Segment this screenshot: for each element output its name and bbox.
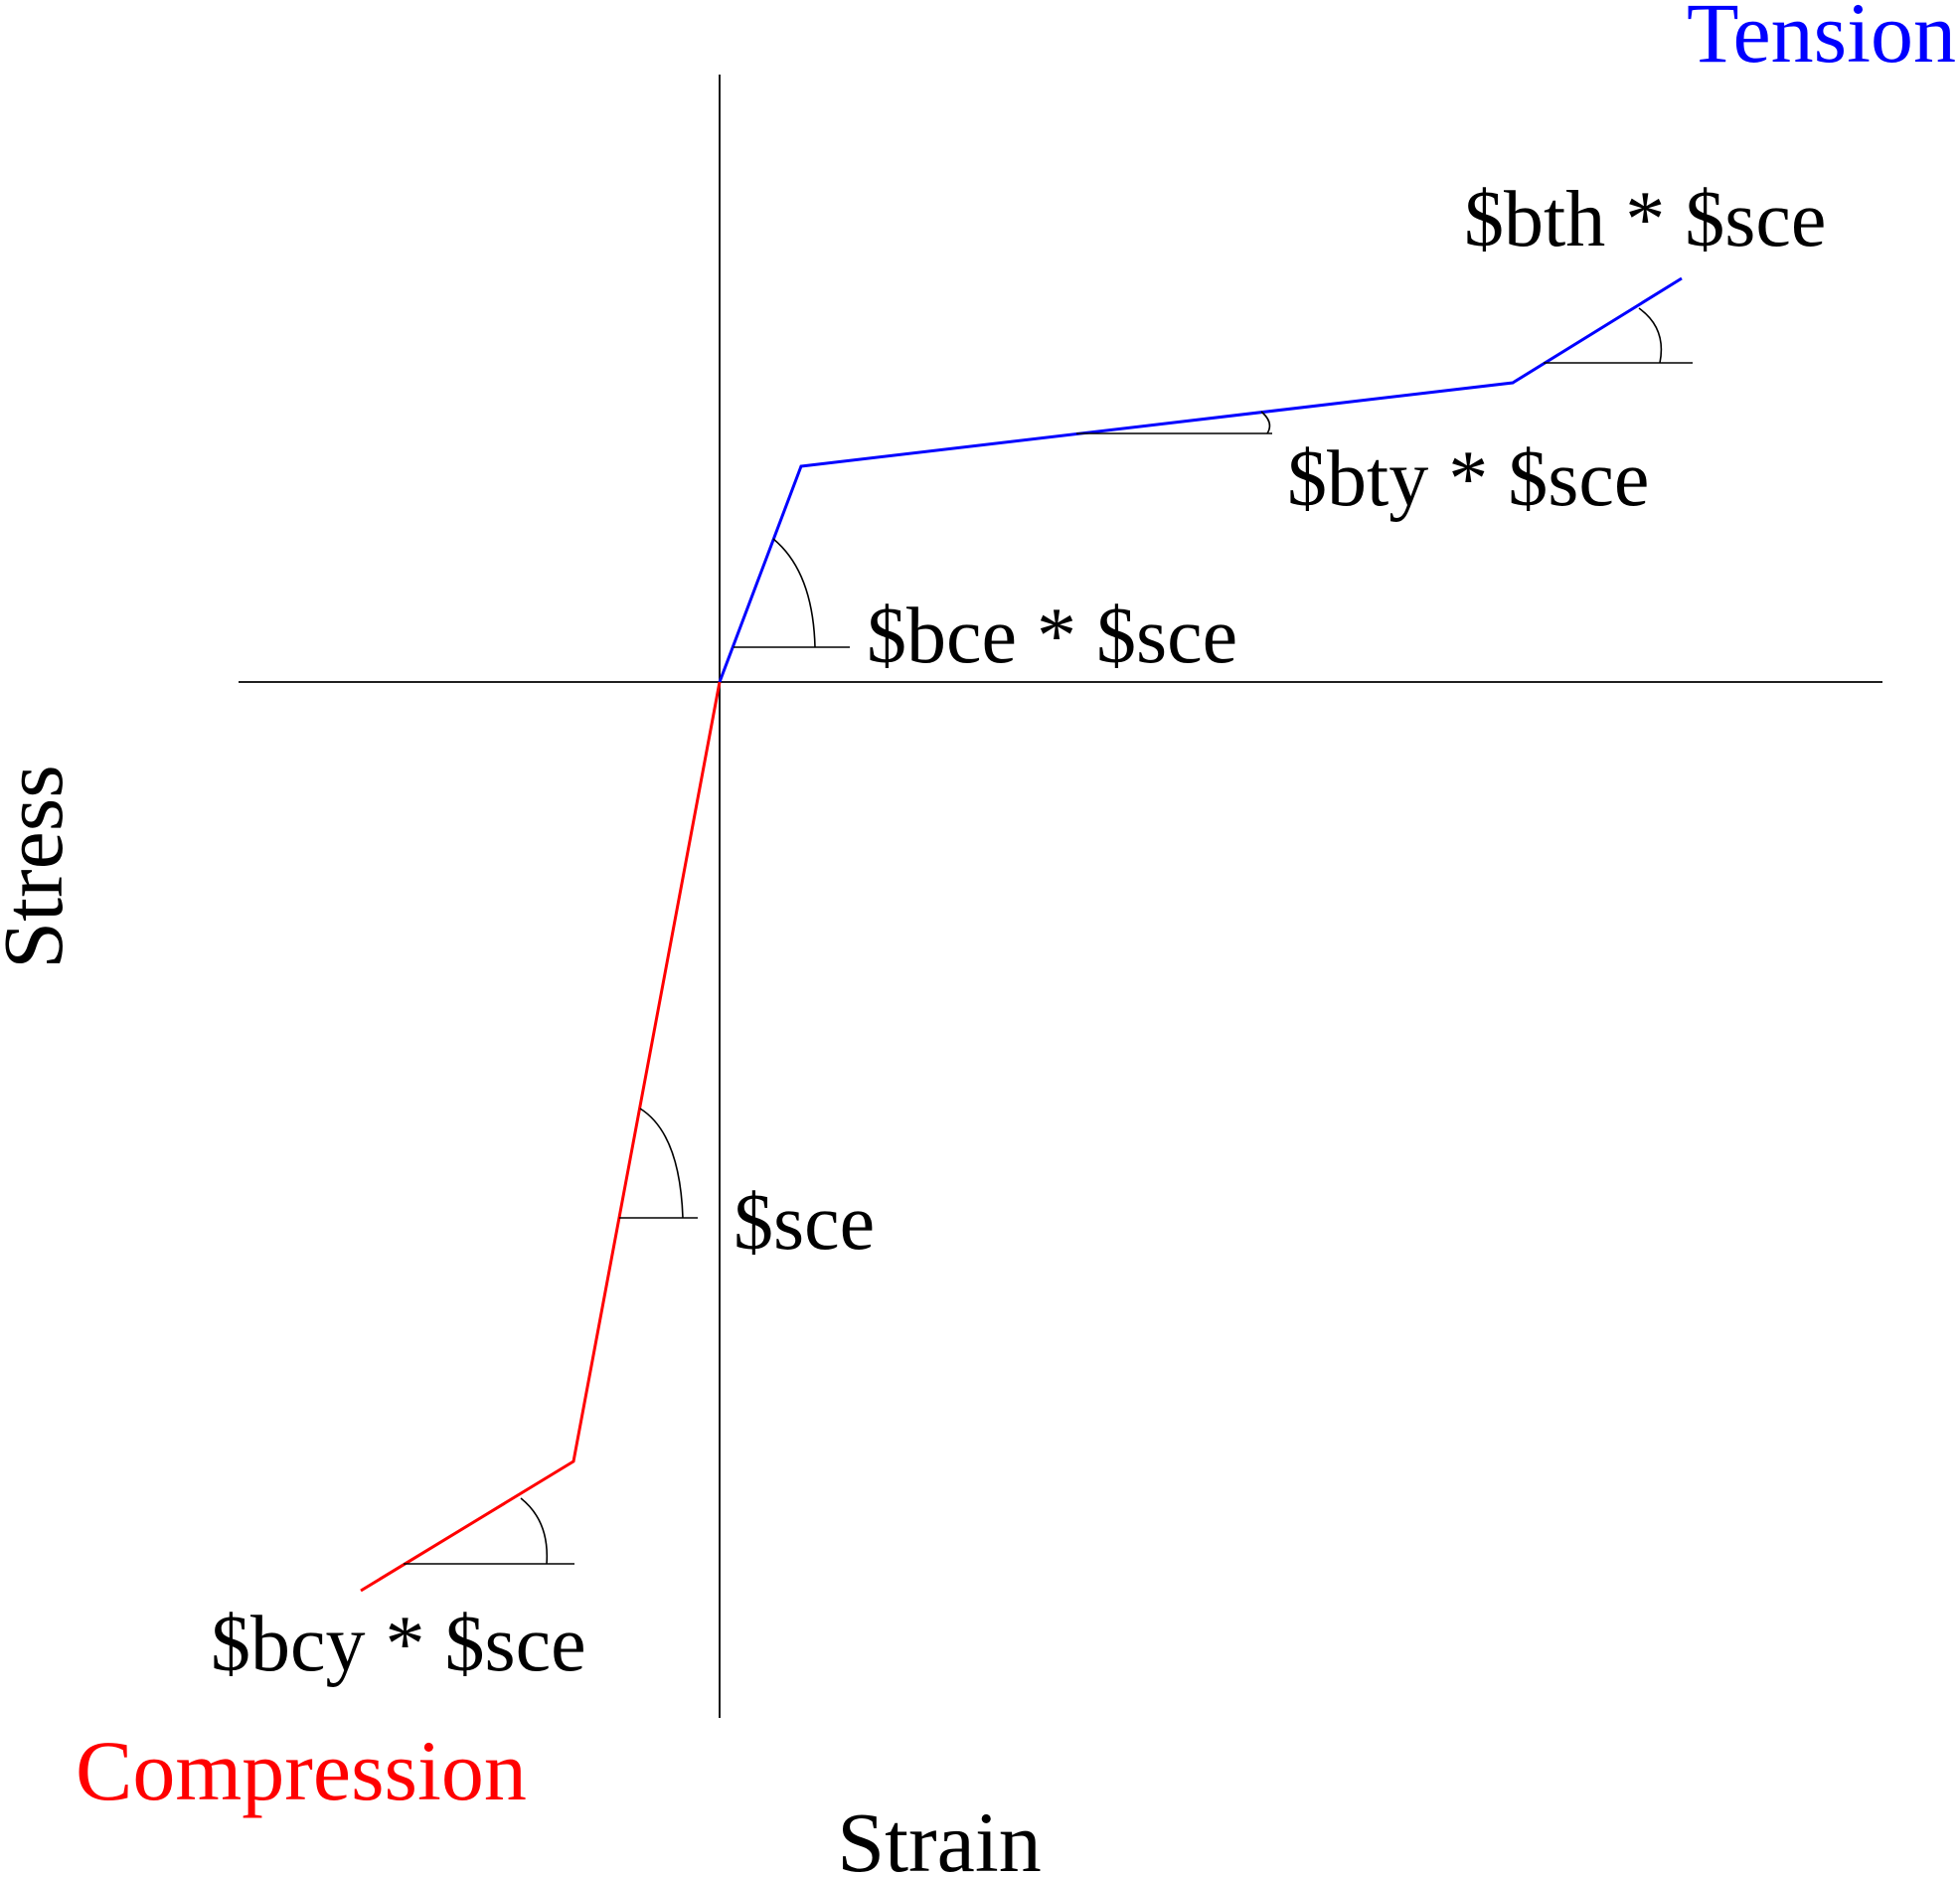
compression-yield-slope-indicator [404, 1497, 574, 1565]
tension-elastic-slope-label: $bce * $sce [867, 593, 1237, 680]
compression-curve [360, 681, 722, 1593]
x-axis-label: Strain [837, 1794, 1041, 1877]
compression-label: Compression [76, 1723, 527, 1818]
y-axis-label: Stress [0, 765, 81, 968]
tension-hardening-slope-indicator [1544, 307, 1693, 364]
compression-elastic-slope-label: $sce [734, 1179, 875, 1267]
tension-curve [718, 276, 1683, 683]
tension-hardening-slope-label: $bth * $sce [1464, 176, 1826, 263]
compression-yield-slope-label: $bcy * $sce [211, 1601, 586, 1688]
compression-elastic-slope-indicator [619, 1108, 698, 1219]
tension-label: Tension [1687, 0, 1956, 81]
tension-yield-slope-label: $bty * $sce [1287, 435, 1649, 523]
tension-yield-slope-indicator [1076, 411, 1272, 434]
tension-elastic-slope-indicator [734, 538, 850, 648]
